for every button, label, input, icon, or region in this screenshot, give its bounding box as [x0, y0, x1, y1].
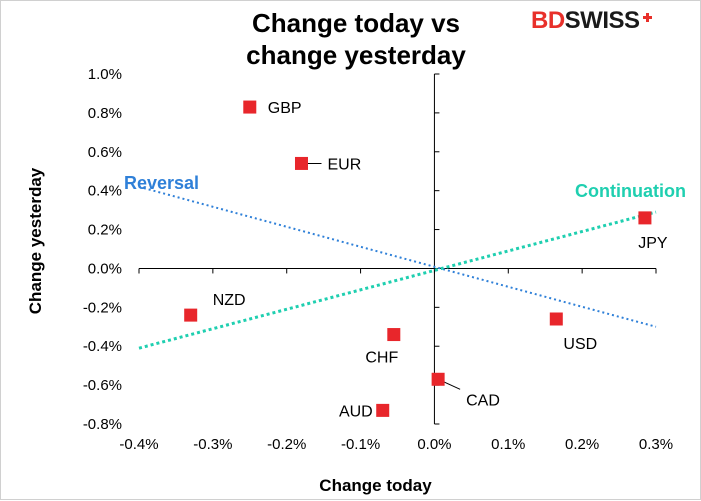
continuation-annotation: Continuation: [575, 181, 686, 201]
y-tick-label: -0.6%: [83, 377, 122, 394]
data-label-nzd: NZD: [213, 292, 246, 309]
data-point-eur: [294, 156, 308, 170]
data-point-aud: [376, 403, 390, 417]
data-point-jpy: [638, 211, 652, 225]
data-point-nzd: [184, 308, 198, 322]
data-label-aud: AUD: [339, 403, 373, 420]
chart-title: Change today vs change yesterday: [246, 8, 466, 70]
reversal-trend-line: [138, 185, 657, 328]
x-tick-label: 0.3%: [639, 436, 673, 453]
bdswiss-logo: BD SWISS: [531, 7, 652, 34]
y-axis-title: Change yesterday: [26, 167, 45, 314]
x-tick-label: 0.2%: [565, 436, 599, 453]
y-tick-label: 0.8%: [88, 105, 122, 122]
continuation-trend-line: [138, 210, 657, 350]
x-tick-label: 0.0%: [417, 436, 451, 453]
y-tick-label: 0.4%: [88, 183, 122, 200]
y-tick-label: 1.0%: [88, 66, 122, 83]
x-tick-label: 0.1%: [491, 436, 525, 453]
y-tick-label: -0.2%: [83, 299, 122, 316]
y-tick-label: 0.6%: [88, 144, 122, 161]
data-label-chf: CHF: [365, 350, 398, 367]
logo-text-swiss: SWISS: [564, 7, 640, 34]
x-axis-title: Change today: [319, 476, 432, 495]
x-tick-label: -0.4%: [119, 436, 158, 453]
data-point-cad: [431, 372, 445, 386]
data-label-eur: EUR: [327, 156, 361, 173]
data-label-cad: CAD: [466, 392, 500, 409]
x-tick-label: -0.1%: [341, 436, 380, 453]
data-label-usd: USD: [563, 336, 597, 353]
x-tick-label: -0.2%: [267, 436, 306, 453]
data-label-gbp: GBP: [268, 100, 302, 117]
data-point-chf: [387, 328, 401, 342]
y-tick-label: 0.2%: [88, 222, 122, 239]
swiss-cross-icon: [642, 12, 652, 22]
data-point-usd: [549, 312, 563, 326]
logo-text-bd: BD: [531, 7, 565, 34]
data-point-gbp: [243, 100, 257, 114]
y-tick-label: 0.0%: [88, 260, 122, 277]
y-tick-label: -0.8%: [83, 416, 122, 433]
reversal-annotation: Reversal: [124, 173, 199, 193]
data-label-jpy: JPY: [638, 235, 668, 252]
y-tick-label: -0.4%: [83, 338, 122, 355]
x-tick-label: -0.3%: [193, 436, 232, 453]
